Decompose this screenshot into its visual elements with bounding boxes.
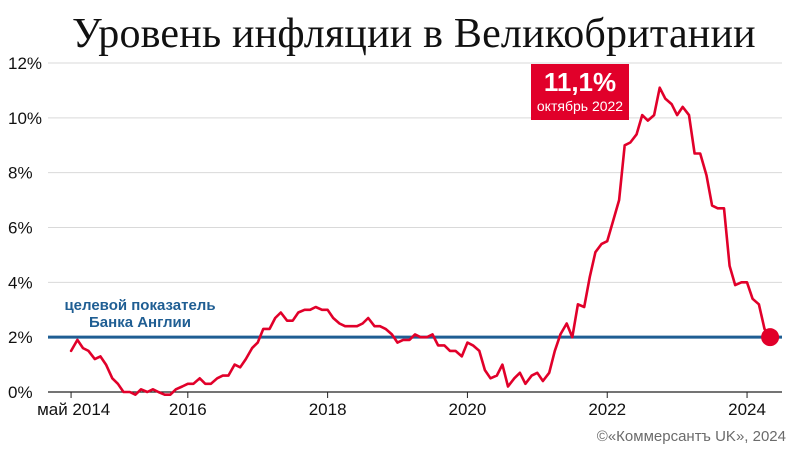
y-tick-label: 2% [8, 328, 33, 347]
y-tick-label: 10% [8, 109, 42, 128]
peak-value: 11,1% [543, 67, 617, 97]
y-tick-label: 8% [8, 164, 33, 183]
peak-annotation: 11,1% октябрь 2022 [531, 64, 629, 120]
x-tick-label: 2022 [588, 400, 626, 419]
latest-point-marker [761, 328, 780, 347]
target-label-line2: Банка Англии [89, 314, 191, 331]
peak-date: октябрь 2022 [536, 98, 624, 114]
x-tick-label: 2016 [169, 400, 207, 419]
y-tick-label: 4% [8, 273, 33, 292]
target-label-line1: целевой показатель [64, 297, 216, 314]
credit: ©«Коммерсантъ UK», 2024 [596, 428, 786, 445]
y-tick-label: 12% [8, 54, 42, 73]
y-tick-label: 6% [8, 219, 33, 238]
series-line [69, 86, 772, 397]
target-label: целевой показатель Банка Англии [56, 297, 224, 331]
chart-title: Уровень инфляции в Великобритании [72, 11, 756, 57]
x-tick-label: 2020 [449, 400, 487, 419]
x-tick-label: 2024 [728, 400, 766, 419]
x-tick-label: 2018 [309, 400, 347, 419]
y-tick-label: 0% [8, 383, 33, 402]
x-tick-label: май 2014 [37, 400, 110, 419]
